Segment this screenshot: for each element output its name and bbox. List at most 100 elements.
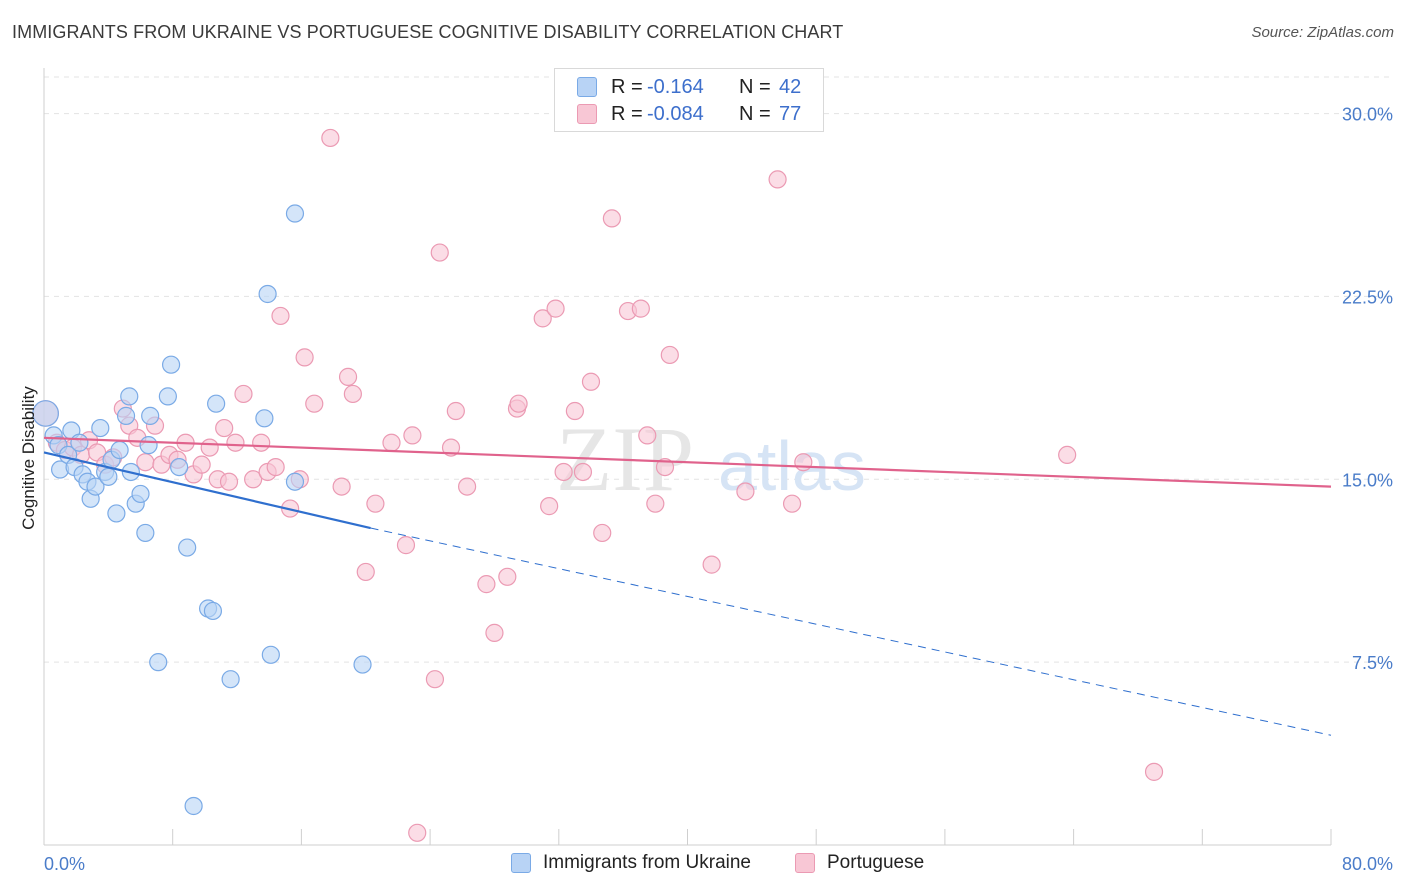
ukraine-points xyxy=(32,204,372,816)
n-label: N = xyxy=(739,75,771,98)
portuguese-point xyxy=(192,455,211,474)
portuguese-point xyxy=(305,394,324,413)
ukraine-trend-extension xyxy=(370,527,1332,736)
ukraine-point xyxy=(91,418,110,438)
ukraine-point xyxy=(184,796,203,816)
ukraine-point xyxy=(258,284,277,304)
correlation-legend: R = -0.164 N = 42 R = -0.084 N = 77 xyxy=(554,68,824,132)
n-value: 77 xyxy=(779,102,802,125)
portuguese-trend-line xyxy=(43,436,1332,488)
n-label: N = xyxy=(739,102,771,125)
legend-swatch-pink xyxy=(577,104,597,124)
portuguese-point xyxy=(768,170,787,189)
ukraine-point xyxy=(136,523,155,543)
n-value: 42 xyxy=(779,75,802,98)
ukraine-point xyxy=(32,400,59,427)
portuguese-point xyxy=(638,426,657,445)
portuguese-point xyxy=(366,494,385,513)
legend-swatch-blue xyxy=(511,853,531,873)
x-tick-label: 0.0% xyxy=(44,854,85,874)
ukraine-point xyxy=(99,467,118,486)
y-tick-label: 30.0% xyxy=(1342,105,1393,125)
ukraine-point xyxy=(120,387,139,406)
source-label: Source: ZipAtlas.com xyxy=(1251,24,1394,41)
portuguese-point xyxy=(602,209,621,228)
portuguese-point xyxy=(219,472,239,491)
portuguese-point xyxy=(477,575,496,594)
portuguese-point xyxy=(226,433,245,452)
portuguese-point xyxy=(593,523,612,543)
legend-swatch-blue xyxy=(577,77,597,97)
legend-item-portuguese[interactable]: Portuguese xyxy=(795,852,924,874)
portuguese-point xyxy=(631,299,650,318)
legend-row-ukraine: R = -0.164 N = 42 xyxy=(577,75,801,99)
portuguese-point xyxy=(540,497,559,516)
ukraine-point xyxy=(285,472,305,491)
portuguese-point xyxy=(485,623,504,642)
portuguese-point xyxy=(252,433,271,452)
portuguese-point xyxy=(702,555,721,574)
portuguese-point xyxy=(509,394,528,413)
portuguese-point xyxy=(356,562,375,582)
portuguese-point xyxy=(408,823,427,842)
ukraine-point xyxy=(139,436,158,455)
ukraine-point xyxy=(110,440,129,460)
legend-item-ukraine[interactable]: Immigrants from Ukraine xyxy=(511,852,751,874)
portuguese-point xyxy=(565,401,584,421)
ukraine-point xyxy=(203,601,223,621)
portuguese-point xyxy=(1058,445,1077,465)
portuguese-point xyxy=(660,345,679,365)
portuguese-point xyxy=(343,384,362,404)
portuguese-point xyxy=(295,348,314,367)
r-label: R = xyxy=(611,75,643,98)
axes xyxy=(43,68,1332,846)
portuguese-point xyxy=(446,401,465,421)
portuguese-point xyxy=(244,470,263,489)
portuguese-point xyxy=(782,494,802,513)
r-label: R = xyxy=(611,102,643,125)
portuguese-point xyxy=(794,453,813,472)
portuguese-point xyxy=(215,418,234,438)
portuguese-point xyxy=(136,453,155,472)
ukraine-point xyxy=(70,433,89,452)
ukraine-point xyxy=(170,457,189,477)
portuguese-point xyxy=(338,367,358,386)
portuguese-point xyxy=(655,457,675,477)
portuguese-point xyxy=(234,384,253,404)
legend-label-ukraine: Immigrants from Ukraine xyxy=(543,852,751,873)
ukraine-point xyxy=(353,655,372,674)
r-value: -0.164 xyxy=(647,75,704,98)
legend-row-portuguese: R = -0.084 N = 77 xyxy=(577,102,801,126)
ukraine-point xyxy=(178,538,197,557)
portuguese-point xyxy=(533,309,552,328)
grid-lines xyxy=(44,76,1393,663)
ukraine-point xyxy=(86,477,105,496)
portuguese-point xyxy=(382,433,401,452)
series-legend: Immigrants from Ukraine Portuguese xyxy=(0,852,1406,876)
ukraine-point xyxy=(141,406,160,425)
ukraine-point xyxy=(221,670,240,689)
r-value: -0.084 xyxy=(647,102,704,125)
ukraine-point xyxy=(261,645,280,664)
portuguese-point xyxy=(1144,762,1164,781)
portuguese-point xyxy=(646,494,665,513)
ukraine-point xyxy=(149,653,168,672)
ukraine-point xyxy=(285,204,305,223)
ukraine-point xyxy=(255,409,274,428)
portuguese-point xyxy=(546,299,565,318)
ukraine-point xyxy=(158,387,177,406)
portuguese-point xyxy=(321,128,340,148)
x-tick-label: 80.0% xyxy=(1342,854,1393,874)
ukraine-point xyxy=(207,394,226,413)
ukraine-point xyxy=(131,484,150,504)
portuguese-point xyxy=(573,462,593,482)
portuguese-point xyxy=(430,243,449,262)
ukraine-point xyxy=(161,355,181,374)
y-axis-label: Cognitive Disability xyxy=(19,386,38,530)
y-tick-label: 15.0% xyxy=(1342,470,1393,490)
portuguese-point xyxy=(266,457,285,477)
y-tick-label: 7.5% xyxy=(1352,653,1393,673)
portuguese-point xyxy=(458,477,477,496)
trend-lines xyxy=(43,436,1332,736)
